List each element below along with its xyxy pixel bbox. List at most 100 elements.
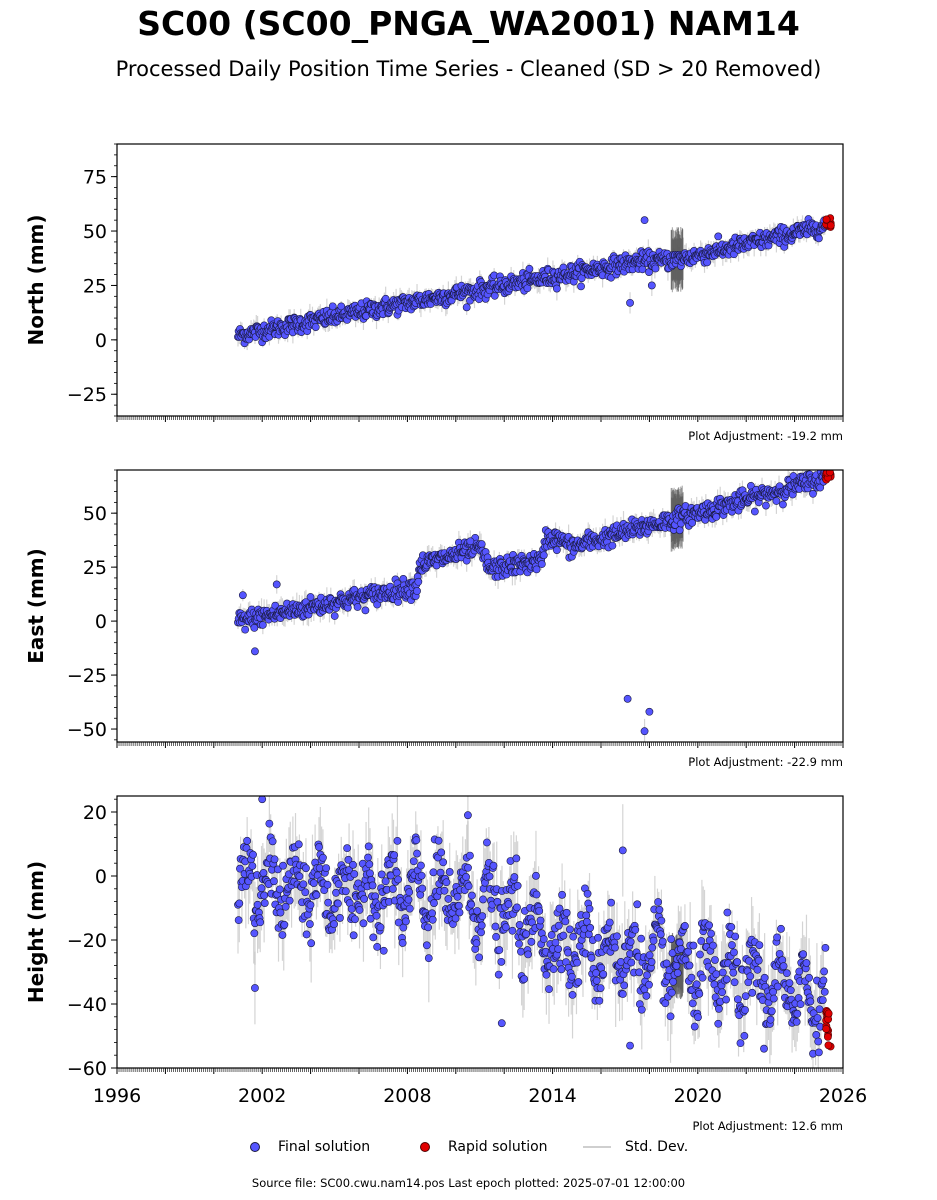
final-point — [748, 988, 757, 997]
final-point — [675, 938, 684, 947]
final-point — [667, 935, 676, 943]
final-point — [754, 956, 763, 965]
final-point — [276, 908, 285, 917]
final-point — [640, 216, 649, 225]
final-point — [409, 857, 418, 866]
final-point — [361, 606, 370, 615]
final-point — [587, 953, 596, 962]
final-point — [413, 587, 421, 595]
final-point — [675, 526, 684, 535]
final-point — [561, 917, 570, 926]
final-point — [437, 848, 446, 857]
final-point — [477, 921, 486, 930]
final-point — [473, 907, 482, 915]
final-point — [793, 1009, 802, 1018]
panel-east: −50 −25 0 25 50 East (mm) Plot Adjustment: -22… — [24, 469, 844, 769]
final-point — [733, 958, 742, 966]
final-point — [766, 1015, 775, 1024]
final-point — [295, 872, 304, 881]
final-point — [567, 972, 576, 981]
final-point — [666, 1012, 675, 1021]
final-point — [613, 932, 621, 941]
final-point — [381, 294, 390, 303]
final-point — [718, 968, 727, 977]
final-point — [730, 978, 739, 987]
final-point — [647, 281, 656, 290]
final-point — [711, 956, 719, 964]
data-east — [234, 470, 835, 742]
final-point — [275, 885, 284, 894]
final-point — [475, 953, 484, 962]
final-point — [349, 931, 358, 940]
final-point — [315, 843, 323, 851]
final-point — [372, 911, 381, 920]
final-point — [330, 920, 338, 929]
final-point — [741, 992, 750, 1000]
final-point — [729, 968, 738, 977]
y-axis-label: East (mm) — [24, 548, 48, 664]
final-point — [436, 868, 445, 877]
final-point — [272, 580, 281, 589]
final-point — [349, 860, 357, 869]
final-point — [633, 900, 642, 909]
final-point — [485, 872, 494, 881]
final-point — [694, 1013, 702, 1022]
final-point — [334, 880, 343, 889]
final-point — [559, 931, 568, 940]
final-point — [769, 994, 778, 1003]
final-point — [583, 889, 592, 898]
y-tick-label: 0 — [95, 611, 107, 633]
final-point — [552, 284, 561, 293]
final-point — [773, 933, 781, 942]
final-point — [479, 895, 487, 904]
final-point — [353, 603, 362, 611]
final-point — [642, 991, 651, 1000]
final-point — [257, 884, 266, 893]
final-point — [428, 915, 437, 924]
final-point — [718, 988, 727, 997]
final-point — [464, 882, 473, 891]
final-point — [260, 899, 269, 907]
chart-subtitle: Processed Daily Position Time Series - C… — [115, 57, 822, 81]
final-point — [658, 937, 667, 946]
final-point — [328, 302, 337, 311]
final-point — [532, 890, 541, 899]
final-point — [351, 915, 359, 924]
final-point — [688, 999, 697, 1008]
final-point — [522, 930, 531, 938]
final-point — [368, 881, 377, 890]
final-point — [762, 501, 770, 510]
final-point — [657, 916, 666, 925]
final-point — [336, 914, 344, 922]
final-point — [392, 868, 401, 877]
final-point — [740, 1031, 749, 1040]
final-point — [472, 939, 481, 948]
final-point — [265, 819, 274, 828]
final-point — [334, 899, 342, 908]
final-point — [796, 1000, 805, 1009]
final-point — [273, 865, 282, 874]
final-point — [714, 232, 723, 241]
final-point — [779, 500, 787, 509]
final-point — [350, 870, 359, 878]
final-point — [731, 932, 740, 941]
final-point — [707, 929, 715, 938]
final-point — [645, 980, 653, 989]
final-point — [611, 943, 619, 952]
final-point — [647, 958, 656, 966]
final-point — [510, 873, 519, 881]
final-point — [582, 911, 591, 920]
final-point — [451, 914, 460, 923]
final-point — [347, 905, 356, 913]
final-point — [355, 906, 364, 914]
final-point — [258, 621, 267, 629]
final-point — [592, 976, 601, 985]
final-point — [715, 1004, 723, 1013]
data-north — [234, 214, 835, 351]
final-point — [332, 888, 340, 897]
final-point — [792, 1017, 801, 1026]
data-height — [234, 796, 835, 1068]
y-tick-label: 50 — [83, 221, 107, 243]
final-point — [673, 969, 682, 977]
final-point — [562, 908, 571, 917]
